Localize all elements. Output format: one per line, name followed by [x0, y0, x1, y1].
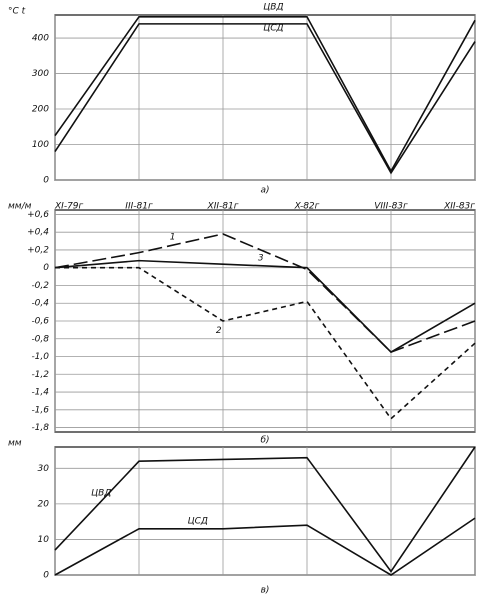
series-label: ЦСД	[263, 23, 283, 33]
y-tick-label: -1,0	[31, 352, 49, 362]
y-tick-label: 0	[43, 263, 49, 273]
series-label: 1	[170, 233, 176, 243]
y-tick-label: +0,2	[27, 245, 49, 255]
y-tick-label: -1,8	[31, 423, 49, 433]
series-label: 3	[258, 253, 264, 263]
y-tick-label: +0,6	[27, 210, 49, 220]
x-tick-label: XI-79г	[54, 202, 84, 212]
y-tick-label: 200	[32, 105, 49, 115]
panel-label: а)	[260, 186, 269, 196]
series-label: ЦСД	[188, 516, 208, 526]
y-tick-label: -1,6	[31, 405, 49, 415]
y-tick-label: -0,4	[31, 299, 49, 309]
y-tick-label: 400	[32, 34, 49, 44]
series-line	[54, 233, 476, 354]
y-tick-label: 100	[32, 140, 49, 150]
y-axis-label: °C t	[8, 7, 26, 17]
y-tick-label: -0,8	[31, 334, 49, 344]
series-line	[54, 517, 476, 576]
series-line	[54, 15, 476, 173]
y-tick-label: -0,6	[31, 317, 49, 327]
series-line	[54, 23, 476, 175]
y-tick-label: 0	[43, 176, 49, 186]
y-tick-label: -0,2	[31, 281, 49, 291]
x-tick-label: III-81г	[125, 202, 153, 212]
panel-label: б)	[260, 436, 269, 446]
series-label: ЦВД	[263, 2, 283, 12]
y-axis-label: мм	[8, 439, 22, 449]
series-label: ЦВД	[91, 489, 111, 499]
x-tick-label: XII-83г	[443, 202, 475, 212]
y-tick-label: +0,4	[27, 228, 49, 238]
plot-frame	[54, 14, 476, 181]
y-tick-label: 30	[38, 464, 50, 474]
series-label: 2	[216, 326, 222, 336]
y-tick-label: 300	[32, 69, 49, 79]
plot-frame	[54, 446, 476, 576]
y-tick-label: 20	[38, 499, 50, 509]
series-line	[55, 266, 476, 420]
y-tick-label: 10	[38, 535, 50, 545]
x-tick-label: VIII-83г	[374, 202, 408, 212]
y-tick-label: -1,2	[31, 370, 49, 380]
x-tick-label: X-82г	[294, 202, 320, 212]
y-tick-label: 0	[43, 571, 49, 581]
y-axis-label: мм/м	[8, 202, 32, 212]
y-tick-label: -1,4	[31, 388, 49, 398]
series-line	[54, 259, 476, 354]
x-tick-label: XII-81г	[207, 202, 239, 212]
panel-label: в)	[261, 586, 270, 596]
series-line	[54, 446, 476, 573]
